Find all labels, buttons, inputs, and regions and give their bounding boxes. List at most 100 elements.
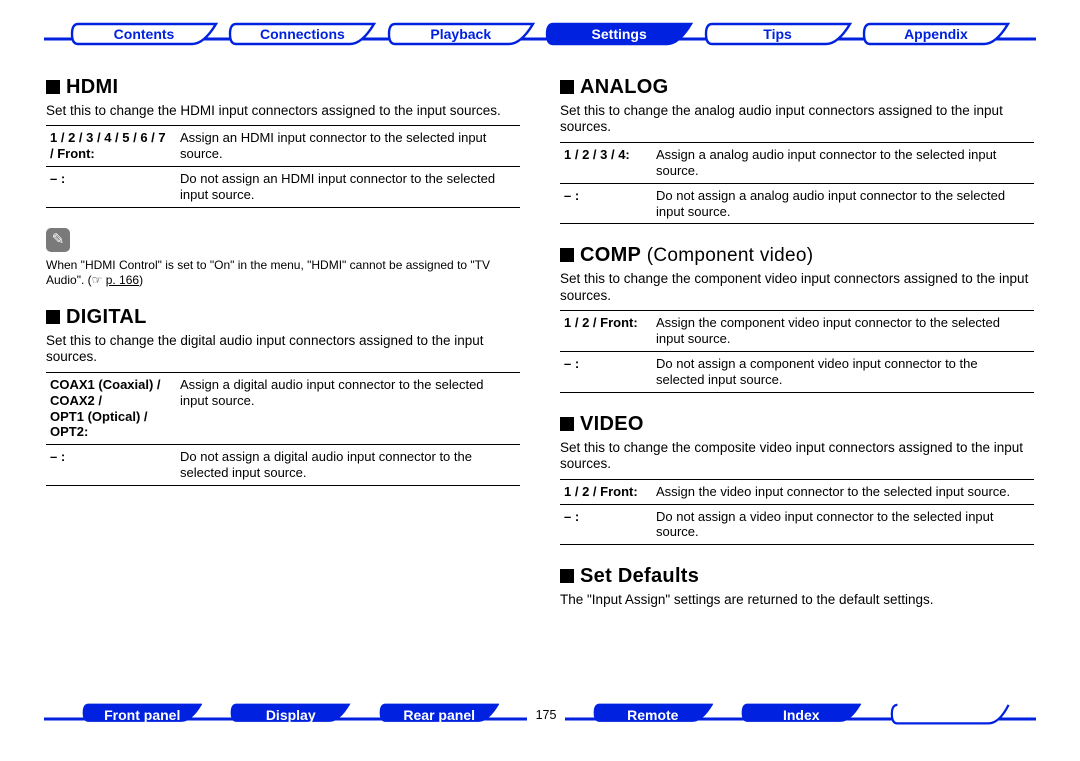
hdmi-options-table: 1 / 2 / 3 / 4 / 5 / 6 / 7 / Front: Assig…	[46, 125, 520, 207]
section-title-text: Set Defaults	[580, 565, 699, 587]
option-value: Assign an HDMI input connector to the se…	[176, 126, 520, 167]
digital-options-table: COAX1 (Coaxial) /COAX2 /OPT1 (Optical) /…	[46, 372, 520, 486]
option-value: Assign the video input connector to the …	[652, 479, 1034, 504]
nav-tab-playback[interactable]: Playback	[387, 22, 535, 46]
note-text: When "HDMI Control" is set to "On" in th…	[46, 258, 520, 288]
nav-tab-tips[interactable]: Tips	[704, 22, 852, 46]
square-bullet-icon	[560, 417, 574, 431]
table-row: 1 / 2 / 3 / 4 / 5 / 6 / 7 / Front: Assig…	[46, 126, 520, 167]
nav-tab-label: Tips	[763, 26, 792, 42]
video-options-table: 1 / 2 / Front: Assign the video input co…	[560, 479, 1034, 546]
table-row: – : Do not assign an HDMI input connecto…	[46, 167, 520, 208]
bottom-nav: Front panel Display Rear panel 175 Remote…	[0, 703, 1080, 735]
option-value: Assign the component video input connect…	[652, 311, 1034, 352]
right-column: ANALOG Set this to change the analog aud…	[560, 76, 1034, 671]
section-desc: Set this to change the HDMI input connec…	[46, 103, 520, 119]
nav-tab-settings[interactable]: Settings	[545, 22, 693, 46]
top-nav: Contents Connections Playback Settings T…	[0, 22, 1080, 56]
square-bullet-icon	[46, 80, 60, 94]
nav-tab-label: Connections	[260, 26, 345, 42]
section-title-text: VIDEO	[580, 413, 644, 435]
option-key: 1 / 2 / Front:	[560, 479, 652, 504]
nav-tab-appendix[interactable]: Appendix	[862, 22, 1010, 46]
option-key: 1 / 2 / 3 / 4:	[560, 142, 652, 183]
section-hdmi: HDMI Set this to change the HDMI input c…	[46, 76, 520, 208]
bottom-tab-label: Index	[783, 707, 820, 723]
section-desc: Set this to change the component video i…	[560, 271, 1034, 304]
option-value: Assign a digital audio input connector t…	[176, 372, 520, 444]
nav-tab-contents[interactable]: Contents	[70, 22, 218, 46]
section-title-video: VIDEO	[560, 413, 1034, 436]
square-bullet-icon	[560, 80, 574, 94]
section-title-setdefaults: Set Defaults	[560, 565, 1034, 588]
section-title-hdmi: HDMI	[46, 76, 520, 99]
table-row: – : Do not assign a digital audio input …	[46, 445, 520, 486]
content-columns: HDMI Set this to change the HDMI input c…	[46, 76, 1034, 671]
section-title-text: DIGITAL	[66, 306, 147, 328]
bottom-tab-label: Front panel	[104, 707, 180, 723]
section-title-analog: ANALOG	[560, 76, 1034, 99]
hdmi-note: ✎ When "HDMI Control" is set to "On" in …	[46, 228, 520, 288]
section-title-text: ANALOG	[580, 76, 668, 98]
table-row: – : Do not assign a component video inpu…	[560, 352, 1034, 393]
note-text-post: )	[139, 273, 143, 287]
square-bullet-icon	[560, 248, 574, 262]
section-desc: Set this to change the analog audio inpu…	[560, 103, 1034, 136]
section-subtitle: (Component video)	[647, 245, 814, 266]
option-key: – :	[560, 504, 652, 545]
table-row: – : Do not assign a video input connecto…	[560, 504, 1034, 545]
table-row: 1 / 2 / 3 / 4: Assign a analog audio inp…	[560, 142, 1034, 183]
square-bullet-icon	[560, 569, 574, 583]
option-key: – :	[560, 352, 652, 393]
nav-tab-label: Contents	[114, 26, 175, 42]
section-title-text: COMP	[580, 244, 641, 266]
option-value: Do not assign an HDMI input connector to…	[176, 167, 520, 208]
left-column: HDMI Set this to change the HDMI input c…	[46, 76, 520, 671]
option-value: Do not assign a component video input co…	[652, 352, 1034, 393]
section-digital: DIGITAL Set this to change the digital a…	[46, 306, 520, 486]
note-icon: ✎	[46, 228, 70, 252]
square-bullet-icon	[46, 310, 60, 324]
page-number: 175	[527, 708, 564, 722]
bottom-tab-remote[interactable]: Remote	[593, 703, 713, 727]
bottom-tab-rear-panel[interactable]: Rear panel	[379, 703, 499, 727]
bottom-tab-empty	[890, 703, 1010, 727]
option-key: – :	[46, 445, 176, 486]
section-video: VIDEO Set this to change the composite v…	[560, 413, 1034, 546]
bottom-tab-label: Remote	[627, 707, 678, 723]
table-row: 1 / 2 / Front: Assign the video input co…	[560, 479, 1034, 504]
bottom-tab-index[interactable]: Index	[741, 703, 861, 727]
section-comp: COMP (Component video) Set this to chang…	[560, 244, 1034, 392]
option-value: Do not assign a video input connector to…	[652, 504, 1034, 545]
section-desc: Set this to change the digital audio inp…	[46, 333, 520, 366]
section-desc: The "Input Assign" settings are returned…	[560, 592, 1034, 608]
option-value: Assign a analog audio input connector to…	[652, 142, 1034, 183]
section-analog: ANALOG Set this to change the analog aud…	[560, 76, 1034, 224]
table-row: 1 / 2 / Front: Assign the component vide…	[560, 311, 1034, 352]
bottom-tab-label: Display	[266, 707, 316, 723]
option-value: Do not assign a digital audio input conn…	[176, 445, 520, 486]
table-row: COAX1 (Coaxial) /COAX2 /OPT1 (Optical) /…	[46, 372, 520, 444]
section-set-defaults: Set Defaults The "Input Assign" settings…	[560, 565, 1034, 608]
nav-tab-connections[interactable]: Connections	[228, 22, 376, 46]
bottom-tab-label: Rear panel	[403, 707, 475, 723]
section-title-digital: DIGITAL	[46, 306, 520, 329]
comp-options-table: 1 / 2 / Front: Assign the component vide…	[560, 310, 1034, 392]
option-key: – :	[560, 183, 652, 224]
bottom-tab-display[interactable]: Display	[230, 703, 350, 727]
option-key: 1 / 2 / Front:	[560, 311, 652, 352]
section-desc: Set this to change the composite video i…	[560, 440, 1034, 473]
table-row: – : Do not assign a analog audio input c…	[560, 183, 1034, 224]
note-page-link[interactable]: p. 166	[106, 273, 139, 287]
nav-tab-label: Appendix	[904, 26, 968, 42]
analog-options-table: 1 / 2 / 3 / 4: Assign a analog audio inp…	[560, 142, 1034, 224]
section-title-comp: COMP (Component video)	[560, 244, 1034, 267]
nav-tab-label: Settings	[592, 26, 647, 42]
section-title-text: HDMI	[66, 76, 118, 98]
option-value: Do not assign a analog audio input conne…	[652, 183, 1034, 224]
nav-tab-label: Playback	[430, 26, 491, 42]
option-key: COAX1 (Coaxial) /COAX2 /OPT1 (Optical) /…	[46, 372, 176, 444]
option-key: – :	[46, 167, 176, 208]
option-key: 1 / 2 / 3 / 4 / 5 / 6 / 7 / Front:	[46, 126, 176, 167]
bottom-tab-front-panel[interactable]: Front panel	[82, 703, 202, 727]
